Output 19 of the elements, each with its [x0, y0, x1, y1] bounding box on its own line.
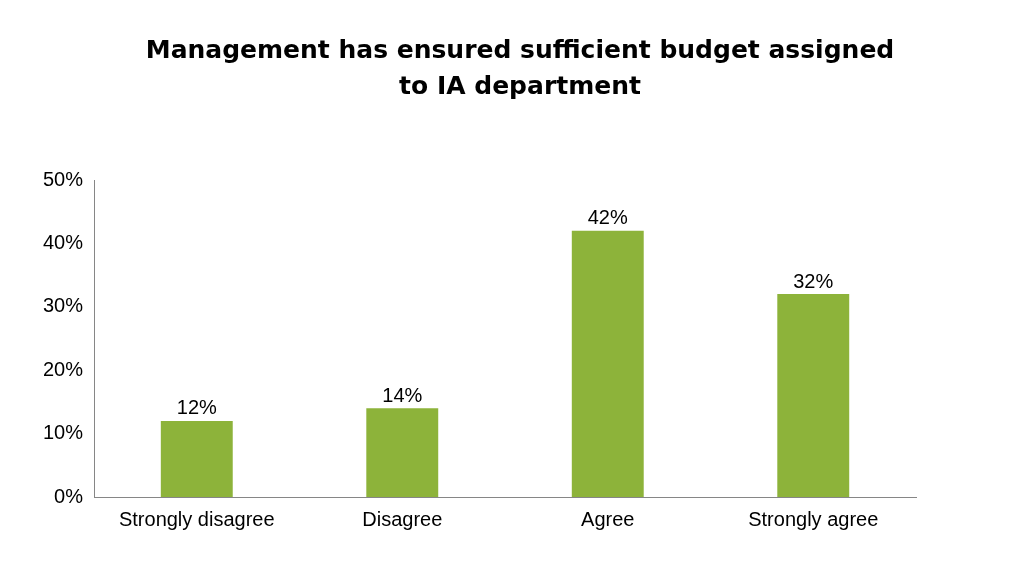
bar: [366, 408, 439, 497]
bar: [777, 294, 850, 497]
y-tick-label: 10%: [43, 421, 84, 444]
data-label: 14%: [382, 383, 423, 406]
x-tick-label: Agree: [581, 507, 635, 530]
bar: [160, 420, 233, 497]
chart-title: Management has ensured sufficient budget assigned to IA department: [144, 34, 896, 102]
y-tick-label: 50%: [43, 167, 84, 190]
y-tick-label: 0%: [54, 484, 84, 507]
data-label: 12%: [176, 396, 218, 419]
y-tick-label: 30%: [43, 294, 84, 317]
x-tick-label: Disagree: [362, 507, 443, 530]
x-tick-label: Strongly agree: [748, 507, 879, 530]
x-tick-label: Strongly disagree: [118, 507, 275, 530]
y-tick-label: 20%: [43, 357, 84, 380]
data-label: 42%: [587, 206, 628, 229]
bar: [571, 230, 644, 497]
data-label: 32%: [793, 269, 834, 292]
y-tick-label: 40%: [43, 230, 84, 253]
